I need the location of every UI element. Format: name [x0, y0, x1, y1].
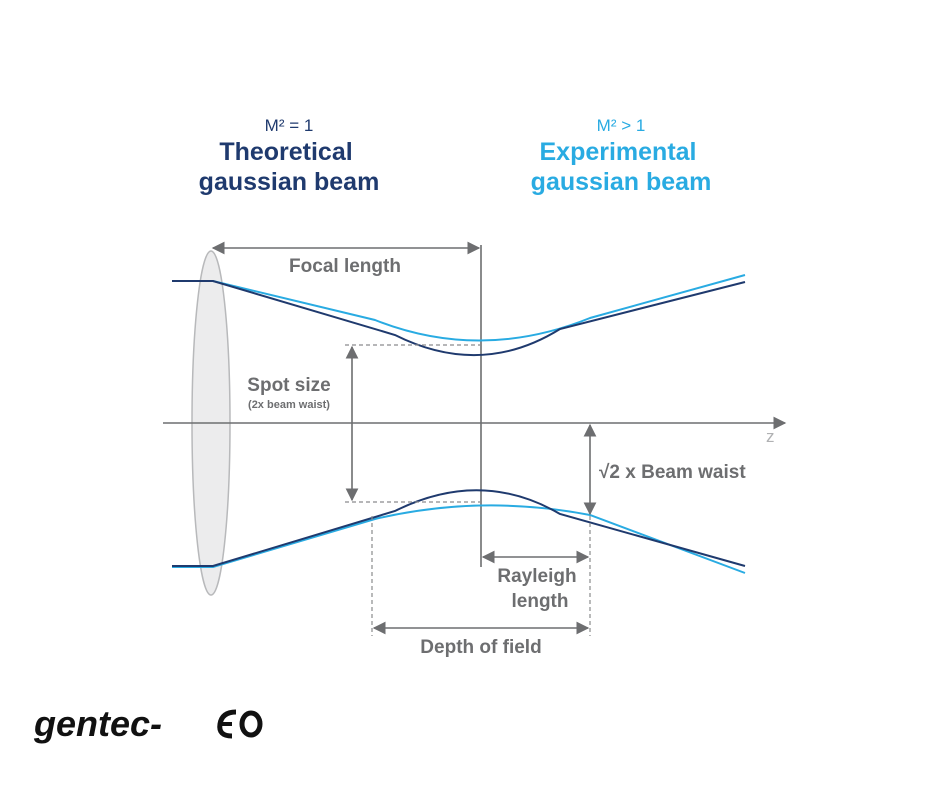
- logo-mark: [217, 709, 263, 739]
- dof-label: Depth of field: [420, 637, 541, 658]
- experimental-title-line1: Experimental: [539, 138, 696, 166]
- spot-label-bg: [236, 371, 342, 413]
- sqrt2-label: √2 x Beam waist: [599, 462, 746, 483]
- experimental-title-line2: gaussian beam: [531, 168, 712, 196]
- theoretical-beam-lower: [172, 489, 746, 567]
- axis-label: z: [766, 427, 775, 446]
- theoretical-m2: M² = 1: [265, 116, 314, 135]
- spot-size-label: Spot size: [247, 375, 330, 396]
- theoretical-title-line1: Theoretical: [219, 138, 352, 166]
- theoretical-title-line2: gaussian beam: [199, 168, 380, 196]
- rayleigh-label-line1: Rayleigh: [497, 566, 576, 587]
- experimental-m2: M² > 1: [597, 116, 646, 135]
- rayleigh-label-line2: length: [512, 591, 569, 612]
- experimental-beam-lower: [172, 504, 746, 574]
- theoretical-beam-upper: [172, 280, 746, 356]
- experimental-beam-upper: [172, 274, 746, 342]
- logo-text: gentec-: [33, 703, 162, 744]
- focal-length-label: Focal length: [289, 256, 401, 277]
- spot-size-note: (2x beam waist): [248, 399, 330, 411]
